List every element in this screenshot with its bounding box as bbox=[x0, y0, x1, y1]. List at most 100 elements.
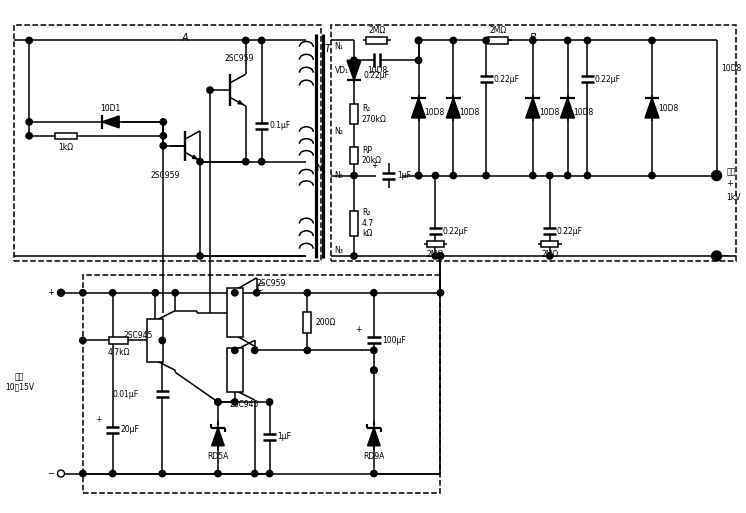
Circle shape bbox=[351, 57, 357, 64]
Text: 0.22μF: 0.22μF bbox=[595, 75, 621, 84]
Text: 10D8: 10D8 bbox=[574, 108, 594, 117]
Circle shape bbox=[232, 347, 238, 353]
Bar bbox=[427, 241, 444, 247]
Circle shape bbox=[57, 470, 64, 477]
Circle shape bbox=[565, 172, 571, 179]
Circle shape bbox=[530, 37, 536, 44]
Circle shape bbox=[371, 289, 377, 296]
Text: 2MΩ: 2MΩ bbox=[369, 26, 386, 35]
Circle shape bbox=[160, 143, 166, 149]
Polygon shape bbox=[368, 428, 380, 446]
Circle shape bbox=[110, 470, 116, 477]
Text: A: A bbox=[182, 33, 189, 44]
Text: B: B bbox=[530, 33, 536, 44]
Circle shape bbox=[649, 37, 655, 44]
Bar bbox=[488, 37, 509, 44]
Circle shape bbox=[649, 172, 655, 179]
Circle shape bbox=[371, 470, 377, 477]
Circle shape bbox=[547, 253, 553, 259]
Text: 1kΩ: 1kΩ bbox=[58, 143, 74, 152]
Text: 输出: 输出 bbox=[727, 167, 736, 176]
Bar bbox=[366, 37, 387, 44]
Circle shape bbox=[258, 159, 265, 165]
Text: 2SC959: 2SC959 bbox=[257, 279, 286, 288]
Text: 2SC945: 2SC945 bbox=[124, 331, 153, 340]
Circle shape bbox=[159, 470, 166, 477]
Circle shape bbox=[371, 347, 377, 353]
Polygon shape bbox=[446, 98, 460, 118]
Text: 0.22μF: 0.22μF bbox=[442, 227, 468, 235]
Circle shape bbox=[450, 172, 457, 179]
Circle shape bbox=[304, 289, 310, 296]
Text: 1kV: 1kV bbox=[727, 193, 741, 202]
Text: 2SC945: 2SC945 bbox=[230, 401, 259, 409]
Circle shape bbox=[172, 289, 178, 296]
Circle shape bbox=[254, 289, 260, 296]
Text: RD9A: RD9A bbox=[363, 452, 385, 461]
Circle shape bbox=[565, 37, 571, 44]
Text: 2MΩ: 2MΩ bbox=[541, 249, 558, 259]
Polygon shape bbox=[412, 98, 425, 118]
Text: 0.01μF: 0.01μF bbox=[113, 389, 139, 399]
Circle shape bbox=[26, 133, 32, 139]
Circle shape bbox=[242, 159, 249, 165]
Circle shape bbox=[351, 172, 357, 179]
Text: 0.22μF: 0.22μF bbox=[557, 227, 583, 235]
Circle shape bbox=[215, 470, 221, 477]
Circle shape bbox=[437, 253, 444, 259]
Circle shape bbox=[371, 367, 377, 373]
Text: 10D8: 10D8 bbox=[367, 66, 387, 75]
Circle shape bbox=[437, 289, 444, 296]
Circle shape bbox=[351, 253, 357, 259]
Circle shape bbox=[80, 289, 86, 296]
Polygon shape bbox=[561, 98, 574, 118]
Circle shape bbox=[547, 172, 553, 179]
Text: +: + bbox=[356, 325, 362, 334]
Circle shape bbox=[416, 57, 421, 64]
Circle shape bbox=[450, 37, 457, 44]
Circle shape bbox=[712, 171, 721, 181]
Text: 0.22μF: 0.22μF bbox=[493, 75, 519, 84]
Circle shape bbox=[584, 37, 591, 44]
Circle shape bbox=[266, 399, 273, 405]
Text: 2MΩ: 2MΩ bbox=[489, 26, 507, 35]
Bar bbox=[14, 25, 322, 261]
Circle shape bbox=[26, 119, 32, 125]
Circle shape bbox=[215, 399, 221, 405]
Bar bbox=[54, 132, 78, 139]
Circle shape bbox=[712, 251, 721, 261]
Bar bbox=[227, 348, 242, 392]
Bar bbox=[109, 337, 128, 344]
Circle shape bbox=[251, 470, 258, 477]
Circle shape bbox=[437, 253, 444, 259]
Bar bbox=[148, 319, 163, 362]
Text: +: + bbox=[48, 288, 54, 297]
Text: 10D1: 10D1 bbox=[101, 104, 121, 112]
Bar bbox=[304, 312, 311, 333]
Circle shape bbox=[232, 289, 238, 296]
Text: N₃: N₃ bbox=[334, 246, 343, 254]
Circle shape bbox=[110, 289, 116, 296]
Text: −: − bbox=[721, 251, 729, 261]
Text: 0.1μF: 0.1μF bbox=[269, 122, 291, 130]
Text: 1μF: 1μF bbox=[278, 432, 292, 441]
Circle shape bbox=[160, 133, 166, 139]
Text: 10D8: 10D8 bbox=[721, 64, 742, 73]
Bar bbox=[542, 241, 558, 247]
Text: 1μF: 1μF bbox=[397, 171, 411, 180]
Text: +: + bbox=[95, 415, 101, 424]
Circle shape bbox=[80, 470, 86, 477]
Circle shape bbox=[416, 37, 421, 44]
Bar bbox=[227, 288, 242, 338]
Text: 10D8: 10D8 bbox=[424, 108, 445, 117]
Bar bbox=[331, 25, 736, 261]
Polygon shape bbox=[347, 61, 361, 80]
Circle shape bbox=[57, 289, 64, 296]
Circle shape bbox=[242, 37, 249, 44]
Text: −: − bbox=[48, 469, 54, 478]
Circle shape bbox=[160, 119, 166, 125]
Polygon shape bbox=[102, 116, 119, 128]
Text: 10D8: 10D8 bbox=[658, 104, 678, 112]
Text: 0.22μF: 0.22μF bbox=[364, 71, 390, 80]
Circle shape bbox=[432, 253, 439, 259]
